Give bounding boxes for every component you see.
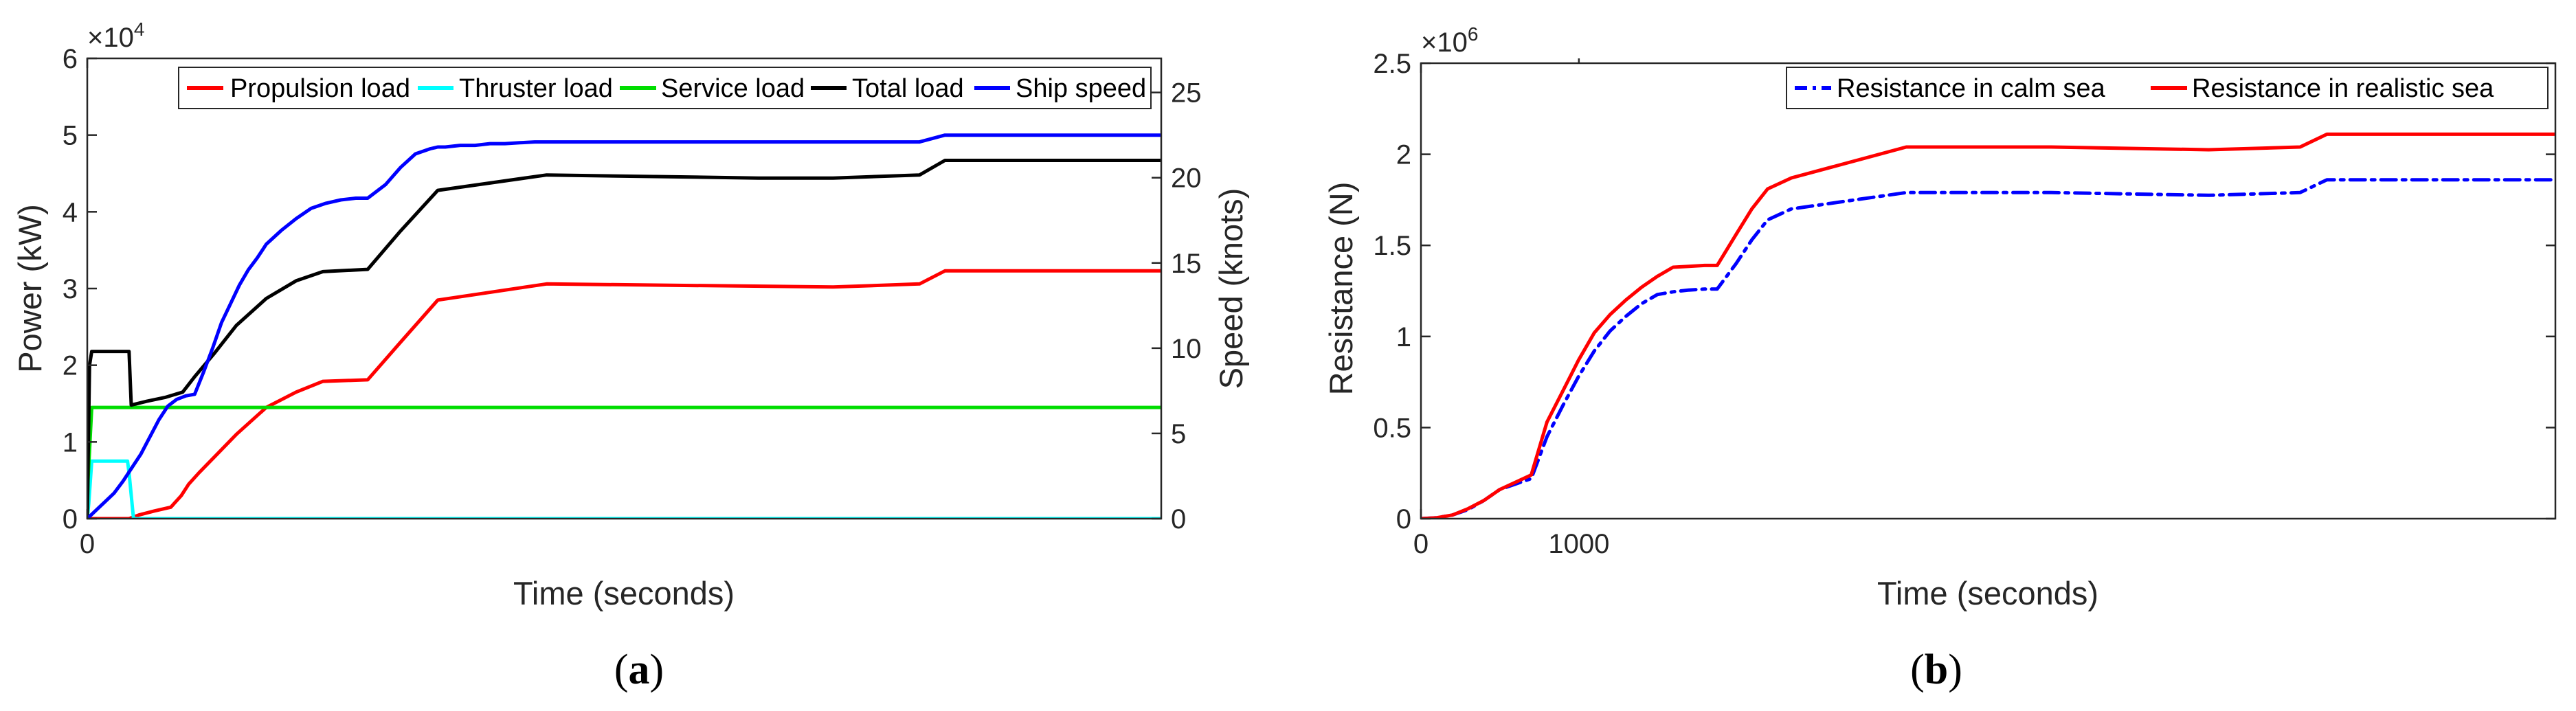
legend-label-propulsion: Propulsion load [230, 74, 410, 103]
panel-a-y-tick-label: 3 [63, 274, 78, 304]
panel-a-y-tick-label: 1 [63, 427, 78, 458]
panel-a-series-total-load [87, 159, 1161, 519]
panel-b-y-tick-label: 0.5 [1373, 413, 1411, 443]
legend-label-calm-sea: Resistance in calm sea [1837, 74, 2106, 103]
panel-b-plot-area [1421, 63, 2555, 519]
panel-a-y-tick-label: 2 [63, 351, 78, 381]
panel-b-x-tick-label: 0 [1413, 529, 1429, 559]
panel-b-series-resistance-in-realistic-sea [1421, 132, 2555, 519]
panel-b-y-label: Resistance (N) [1323, 182, 1359, 396]
panel-b-x-label: Time (seconds) [1877, 575, 2098, 611]
legend-label-service: Service load [661, 74, 805, 103]
panel-a-y-tick-label: 0 [63, 504, 78, 534]
panel-a-x-tick-label: 0 [80, 529, 95, 559]
panel-a-y2-tick-label: 0 [1171, 504, 1186, 534]
panel-a-y2-tick-label: 20 [1171, 163, 1202, 194]
panel-b-y-tick-label: 0 [1396, 504, 1411, 534]
panel-a-plot-area [87, 58, 1161, 519]
panel-a-y-tick-label: 6 [63, 44, 78, 74]
panel-a-y-tick-label: 5 [63, 121, 78, 151]
panel-a-series-ship-speed [87, 133, 1161, 519]
panel-a-chart: 0100020003000400050006000700001234560510… [12, 19, 1609, 693]
panel-b-y-tick-label: 1 [1396, 322, 1411, 352]
panel-a-legend: Propulsion load Thruster load Service lo… [178, 67, 1152, 109]
panel-b-y-tick-label: 2.5 [1373, 49, 1411, 79]
panel-a-y2-tick-label: 15 [1171, 249, 1202, 279]
panel-b-y-exponent: ×106 [1421, 23, 1478, 58]
legend-label-ship-speed: Ship speed [1016, 74, 1146, 103]
panel-a-x-label: Time (seconds) [513, 575, 735, 611]
panel-b-y-tick-label: 2 [1396, 140, 1411, 170]
panel-a-y2-tick-label: 5 [1171, 419, 1186, 449]
panel-a-y2-label: Speed (knots) [1213, 188, 1249, 390]
panel-b-axes-box [1420, 62, 2557, 520]
panel-b-legend: Resistance in calm sea Resistance in rea… [1786, 67, 2549, 109]
panel-b-chart: 0100020003000400050006000700000.511.522.… [1323, 23, 2557, 693]
panel-b-legend-box [1786, 67, 2549, 109]
panel-b-y-tick-label: 1.5 [1373, 231, 1411, 261]
panel-a-y-exponent: ×104 [87, 19, 144, 53]
legend-label-thruster: Thruster load [459, 74, 613, 103]
panel-b-caption: (b) [1910, 646, 1962, 693]
panel-a-y-label: Power (kW) [12, 204, 48, 372]
panel-a-y2-tick-label: 25 [1171, 78, 1202, 109]
legend-label-total: Total load [852, 74, 964, 103]
panel-a-y2-tick-label: 10 [1171, 334, 1202, 364]
panel-a-caption: (a) [614, 646, 664, 693]
panel-a-y-tick-label: 4 [63, 197, 78, 227]
panel-a-x-tick-label: 1000 [1548, 529, 1609, 559]
legend-label-realistic-sea: Resistance in realistic sea [2192, 74, 2494, 103]
